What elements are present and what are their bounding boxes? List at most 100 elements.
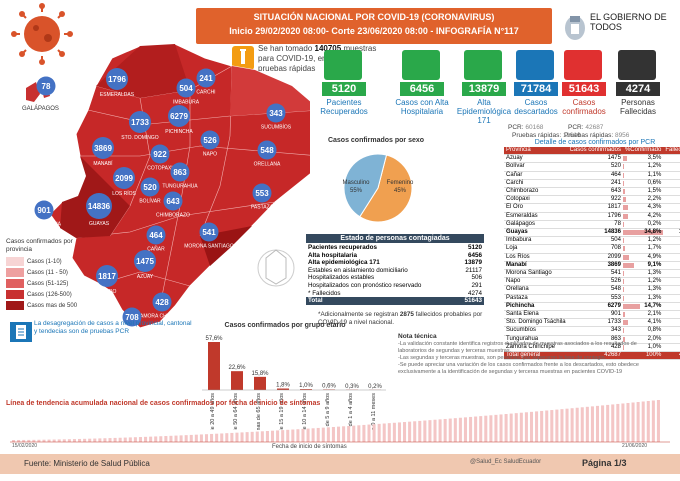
map-bubble bbox=[168, 105, 190, 127]
province-name: Esmeraldas bbox=[504, 212, 568, 221]
age-bar-chart: 57,6% de 20 a 49 años 22,6% de 50 a 64 años… bbox=[202, 336, 386, 430]
trend-bar bbox=[42, 439, 46, 442]
province-pct: 1,2% bbox=[647, 237, 662, 244]
province-name: Guayas bbox=[504, 228, 568, 238]
province-pct-bar bbox=[622, 164, 625, 170]
province-pct-bar bbox=[622, 271, 625, 277]
contagiados-row: Estables en aislamiento domiciliario 2111… bbox=[306, 267, 484, 275]
trend-bar bbox=[504, 414, 508, 442]
trend-bar bbox=[98, 438, 102, 442]
province-cases: 863 bbox=[567, 335, 623, 344]
map-bubble bbox=[170, 162, 190, 182]
province-pct: 2,0% bbox=[647, 335, 662, 342]
map-bubble bbox=[199, 222, 219, 242]
contagiados-label: Hospitalizados con pronóstico reservado bbox=[308, 281, 422, 289]
province-pct-cell: 4,3% bbox=[622, 203, 664, 213]
trend-bar bbox=[199, 434, 203, 442]
province-pct: 0,6% bbox=[647, 179, 662, 186]
province-name: Napo bbox=[504, 277, 568, 287]
province-name: Zamora Chinchipe bbox=[504, 343, 568, 353]
province-total-cases: 42687 bbox=[567, 351, 623, 361]
sex-pie-chart: Masculino 55% Femenino 45% bbox=[342, 153, 414, 223]
province-deaths: 1543 bbox=[663, 228, 680, 238]
province-pct-cell: 1,2% bbox=[622, 162, 664, 172]
province-name: Cañar bbox=[504, 171, 568, 180]
province-pct-cell: 1,2% bbox=[622, 236, 664, 246]
province-pct-bar bbox=[622, 336, 626, 342]
trend-bar bbox=[169, 435, 173, 442]
province-pct-bar bbox=[622, 172, 625, 178]
map-bubble bbox=[150, 144, 170, 164]
map-bubble-value: 922 bbox=[153, 150, 167, 159]
contagiados-row: Alta epidemiológica 171 13879 bbox=[306, 259, 484, 267]
province-pct-bar bbox=[622, 287, 625, 293]
province-name: Pichincha bbox=[504, 302, 568, 312]
province-cases: 541 bbox=[567, 269, 623, 279]
map-province-name: AZUAY bbox=[137, 274, 154, 280]
trend-bar bbox=[433, 419, 437, 442]
province-pct-bar bbox=[622, 279, 625, 285]
contagiados-value: 4274 bbox=[467, 289, 482, 297]
trend-bar bbox=[326, 427, 330, 442]
map-bubble bbox=[146, 225, 166, 245]
tile-label: Personas Fallecidas bbox=[619, 98, 656, 116]
trend-bar bbox=[17, 439, 21, 442]
map-province-name: IMBABURA bbox=[173, 100, 200, 106]
province-deaths: 48 bbox=[663, 154, 680, 164]
trend-bar bbox=[194, 434, 198, 442]
legend-swatch bbox=[6, 279, 24, 288]
header-band bbox=[196, 8, 552, 44]
contagiados-title: Estado de personas contagiadas bbox=[306, 234, 484, 243]
province-pct-bar bbox=[622, 230, 664, 236]
age-bar bbox=[231, 371, 243, 390]
province-deaths: 111 bbox=[663, 318, 680, 328]
contagiados-value: 506 bbox=[471, 274, 482, 282]
map-bubble bbox=[92, 137, 114, 159]
trend-bar bbox=[37, 439, 41, 442]
legend-item: Casos (11 - 50) bbox=[6, 267, 86, 278]
trend-bar bbox=[479, 416, 483, 442]
legend-item: Casos mas de 500 bbox=[6, 300, 86, 311]
trend-bar bbox=[646, 401, 650, 442]
trend-bar bbox=[225, 433, 229, 442]
contagiados-row: Hospitalizados con pronóstico reservado 2… bbox=[306, 282, 484, 290]
note-lines: -La validación constante identifica regi… bbox=[398, 341, 676, 376]
trend-bar bbox=[103, 438, 107, 442]
province-cases: 922 bbox=[567, 195, 623, 205]
province-pct: 1,5% bbox=[647, 188, 662, 195]
province-pct: 0,2% bbox=[647, 220, 662, 227]
trend-bar bbox=[606, 404, 610, 442]
tile-label: Alta Epidemiológica 171 bbox=[456, 98, 512, 125]
tile-value: 6456 bbox=[400, 82, 444, 96]
province-pct-bar bbox=[622, 328, 624, 334]
province-cases: 526 bbox=[567, 277, 623, 287]
province-pct: 1,1% bbox=[647, 171, 662, 178]
province-pct-cell: 4,1% bbox=[622, 318, 664, 328]
trend-bar bbox=[301, 428, 305, 442]
map-bubble-value: 901 bbox=[37, 206, 51, 215]
pie-label: Masculino bbox=[342, 180, 370, 186]
trend-bar bbox=[656, 400, 660, 442]
age-category-label: mas de 65 años bbox=[256, 393, 262, 430]
province-cases: 3869 bbox=[567, 261, 623, 271]
contagiados-label: Hospitalizados estables bbox=[308, 274, 375, 282]
province-pct-cell: 0,6% bbox=[622, 179, 664, 189]
province-pct-cell: 4,2% bbox=[622, 212, 664, 221]
province-pct: 0,8% bbox=[647, 327, 662, 334]
trend-bar bbox=[392, 422, 396, 442]
age-category-label: de 20 a 49 años bbox=[210, 393, 216, 430]
trend-bar bbox=[83, 438, 87, 442]
trend-bar bbox=[463, 417, 467, 442]
trend-bar bbox=[387, 423, 391, 442]
map-province-name: COTOPAXI bbox=[147, 166, 172, 172]
contagiados-footnote: *Adicionalmente se registran 2875 fallec… bbox=[318, 311, 483, 326]
province-pct-cell: 1,5% bbox=[622, 187, 664, 197]
trend-bar bbox=[651, 400, 655, 442]
trend-bar bbox=[555, 409, 559, 442]
tests-note: Se han tomado 140705 muestras para COVID… bbox=[258, 44, 377, 73]
trend-bar bbox=[397, 422, 401, 442]
province-pct-bar bbox=[622, 189, 625, 195]
trend-bar bbox=[306, 428, 310, 442]
